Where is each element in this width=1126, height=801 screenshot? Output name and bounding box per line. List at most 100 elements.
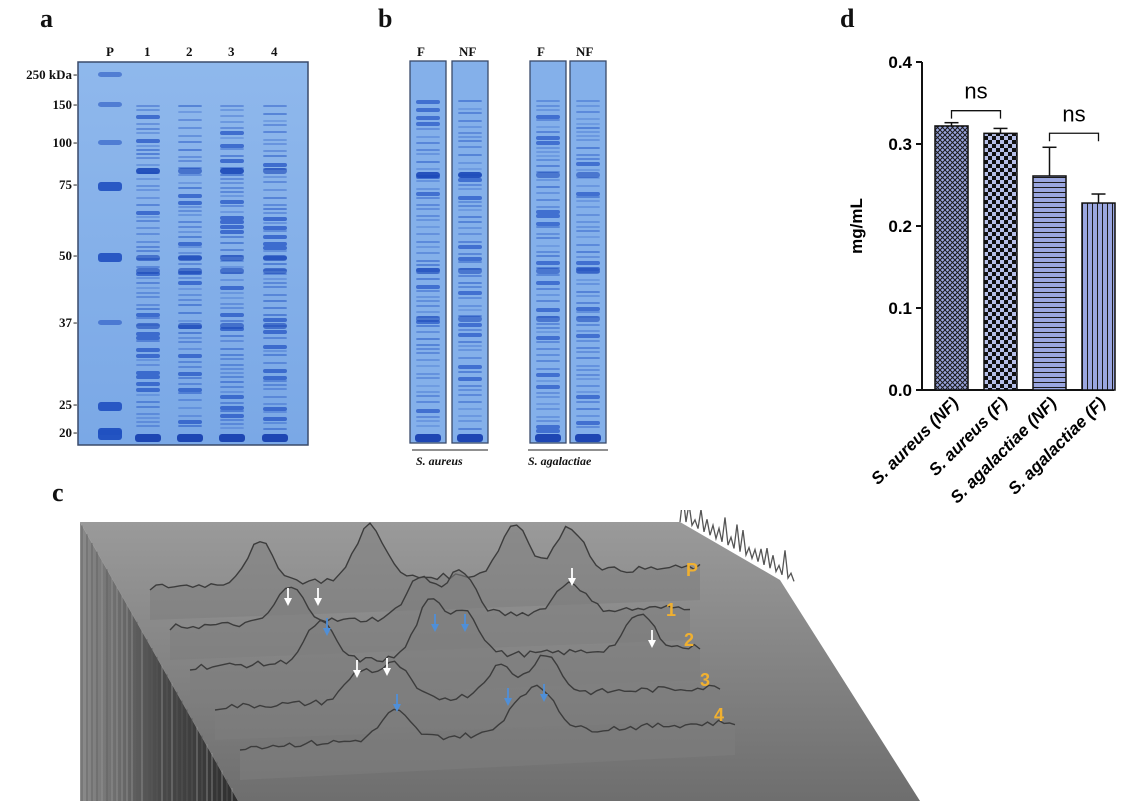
sample-band bbox=[220, 182, 244, 184]
sample-band bbox=[536, 416, 560, 418]
sample-band bbox=[458, 408, 482, 410]
sample-band bbox=[220, 242, 244, 244]
sample-band bbox=[178, 407, 202, 409]
sample-band bbox=[576, 357, 600, 359]
sample-band bbox=[220, 381, 244, 383]
sample-band bbox=[458, 209, 482, 211]
sample-band bbox=[458, 245, 482, 249]
sample-band bbox=[178, 168, 202, 174]
sample-band bbox=[178, 399, 202, 401]
marker-tick: - bbox=[73, 134, 78, 149]
sample-band bbox=[136, 406, 160, 408]
lane-ridge bbox=[214, 654, 721, 711]
sample-band bbox=[576, 226, 600, 228]
sample-band bbox=[263, 369, 287, 373]
sample-band bbox=[416, 373, 440, 375]
marker-tick: - bbox=[73, 176, 78, 191]
sample-band bbox=[136, 401, 160, 403]
peak-arrow-head bbox=[648, 640, 656, 648]
sample-band bbox=[178, 337, 202, 339]
sample-band bbox=[136, 220, 160, 222]
sample-band bbox=[220, 410, 244, 412]
sample-band bbox=[576, 415, 600, 417]
peak-arrow-head bbox=[323, 628, 331, 636]
sample-band bbox=[458, 136, 482, 138]
sample-band bbox=[178, 105, 202, 107]
sample-band bbox=[416, 268, 440, 274]
sample-band bbox=[457, 434, 483, 442]
sample-band bbox=[536, 274, 560, 276]
sample-band bbox=[576, 236, 600, 238]
sample-band bbox=[220, 225, 244, 229]
sample-band bbox=[178, 383, 202, 385]
sample-band bbox=[576, 100, 600, 102]
sample-band bbox=[458, 233, 482, 235]
sample-band bbox=[576, 105, 600, 107]
sample-band bbox=[458, 401, 482, 403]
lane-label: 2 bbox=[186, 44, 193, 59]
sample-band bbox=[178, 174, 202, 176]
marker-label: 250 kDa bbox=[26, 67, 72, 82]
sample-band bbox=[576, 395, 600, 399]
sample-band bbox=[263, 307, 287, 309]
sample-band bbox=[458, 184, 482, 186]
category-label: S. aureus (NF) bbox=[867, 393, 962, 488]
sample-band bbox=[263, 376, 287, 380]
sample-band bbox=[220, 303, 244, 305]
sample-band bbox=[536, 131, 560, 133]
sample-band bbox=[458, 172, 482, 178]
sample-band bbox=[136, 421, 160, 423]
sample-band bbox=[536, 408, 560, 410]
sample-band bbox=[263, 345, 287, 349]
sample-band bbox=[178, 425, 202, 427]
sample-band bbox=[220, 205, 244, 207]
sample-band bbox=[136, 425, 160, 427]
sample-band bbox=[576, 162, 600, 166]
sample-band bbox=[178, 119, 202, 121]
panel-label-d: d bbox=[840, 4, 855, 33]
sample-band bbox=[263, 204, 287, 206]
ladder-band bbox=[98, 320, 122, 325]
sample-band bbox=[416, 241, 440, 243]
sample-band bbox=[220, 368, 244, 370]
sample-band bbox=[536, 206, 560, 208]
sample-band bbox=[136, 168, 160, 174]
sample-band bbox=[178, 323, 202, 329]
sample-band bbox=[136, 233, 160, 235]
sample-band bbox=[576, 295, 600, 297]
sample-band bbox=[416, 300, 440, 302]
sample-band bbox=[416, 168, 440, 170]
sample-band bbox=[458, 428, 482, 430]
sample-band bbox=[458, 120, 482, 122]
gel-b-lane-NF-2: NF bbox=[576, 44, 594, 59]
sample-band bbox=[458, 333, 482, 337]
sample-band bbox=[220, 187, 244, 189]
sample-band bbox=[416, 180, 440, 182]
sample-band bbox=[220, 348, 244, 350]
sample-band bbox=[458, 140, 482, 142]
sample-band bbox=[263, 318, 287, 322]
sample-band bbox=[536, 136, 560, 140]
sample-band bbox=[458, 323, 482, 327]
sample-band bbox=[178, 294, 202, 296]
sample-band bbox=[263, 428, 287, 430]
sample-band bbox=[263, 150, 287, 152]
sample-band bbox=[576, 261, 600, 265]
sample-band bbox=[416, 215, 440, 217]
surface-lane-label: 2 bbox=[684, 630, 695, 650]
sample-band bbox=[136, 204, 160, 206]
sample-band bbox=[136, 382, 160, 386]
sample-band bbox=[576, 172, 600, 178]
sample-band bbox=[263, 330, 287, 334]
sample-band bbox=[576, 385, 600, 387]
sample-band bbox=[416, 385, 440, 387]
sample-band bbox=[263, 124, 287, 126]
sample-band bbox=[416, 311, 440, 313]
sample-band bbox=[576, 111, 600, 113]
sample-band bbox=[536, 385, 560, 389]
lane-ridge bbox=[239, 684, 736, 751]
sample-band bbox=[576, 340, 600, 342]
sample-band bbox=[220, 419, 244, 421]
sample-band bbox=[178, 135, 202, 137]
sample-band bbox=[220, 105, 244, 107]
